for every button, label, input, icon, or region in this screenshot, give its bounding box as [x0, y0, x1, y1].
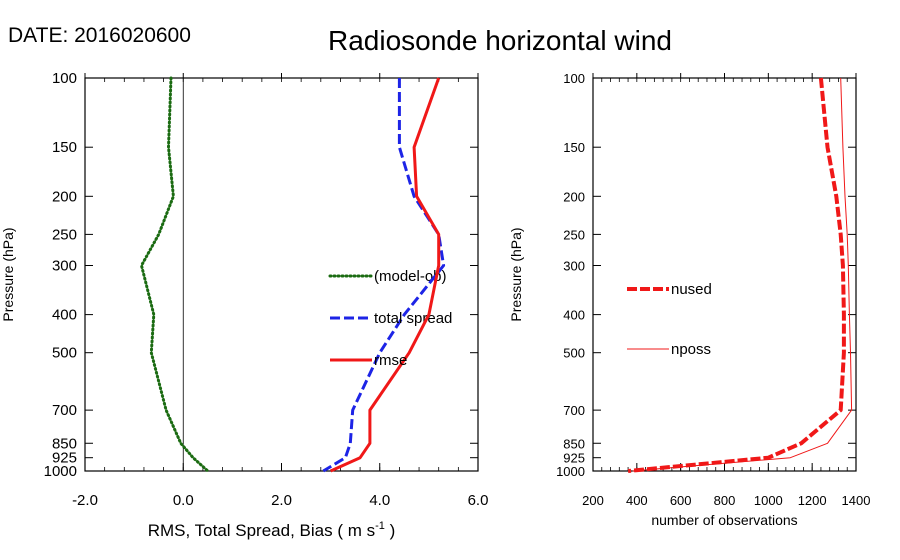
y-tick-label: 700 — [52, 402, 77, 419]
x-tick-label: 800 — [714, 493, 736, 508]
x-tick-label: 1200 — [798, 493, 827, 508]
x-tick-label: 1000 — [754, 493, 783, 508]
y-tick-label: 250 — [52, 226, 77, 243]
y-tick-label: 200 — [563, 189, 585, 204]
y-tick-label: 400 — [52, 307, 77, 324]
chart-title: Radiosonde horizontal wind — [328, 25, 672, 56]
plot-frame — [592, 77, 857, 472]
x-tick-label: 1400 — [842, 493, 871, 508]
legend-label: nposs — [671, 341, 711, 358]
y-tick-label: 1000 — [556, 464, 585, 479]
y-tick-label: 400 — [563, 308, 585, 323]
y-tick-label: 300 — [563, 259, 585, 274]
y-tick-label: 200 — [52, 188, 77, 205]
y-tick-label: 925 — [563, 451, 585, 466]
y-tick-label: 250 — [563, 227, 585, 242]
legend-label: nused — [671, 281, 712, 298]
y-axis-label: Pressure (hPa) — [508, 227, 524, 321]
series-total-spread — [322, 78, 446, 473]
y-tick-label: 850 — [52, 435, 77, 452]
x-tick-label: 6.0 — [468, 492, 489, 509]
y-tick-label: 100 — [563, 71, 585, 86]
y-tick-label: 500 — [52, 345, 77, 362]
date-label: DATE: 2016020600 — [8, 24, 191, 47]
x-axis-label: number of observations — [651, 512, 797, 528]
y-axis-label: Pressure (hPa) — [0, 227, 16, 321]
x-tick-label: 200 — [582, 493, 604, 508]
y-tick-label: 500 — [563, 346, 585, 361]
x-tick-label: 2.0 — [271, 492, 292, 509]
y-tick-label: 100 — [52, 70, 77, 87]
legend-label: (model-ob) — [374, 268, 447, 285]
y-tick-label: 925 — [52, 450, 77, 467]
legend-label: total spread — [374, 310, 452, 327]
legend-label: rmse — [374, 352, 407, 369]
x-axis-label: RMS, Total Spread, Bias ( m s-1 ) — [148, 520, 396, 540]
y-tick-label: 300 — [52, 258, 77, 275]
series-rmse — [329, 77, 441, 473]
y-tick-label: 1000 — [44, 463, 77, 480]
y-tick-label: 850 — [563, 436, 585, 451]
y-tick-label: 150 — [52, 139, 77, 156]
x-tick-label: 600 — [670, 493, 692, 508]
y-tick-label: 150 — [563, 140, 585, 155]
x-tick-label: 400 — [626, 493, 648, 508]
series-nposs — [632, 77, 853, 472]
series-model-ob — [140, 76, 210, 473]
series-nused — [627, 77, 846, 473]
y-tick-label: 700 — [563, 403, 585, 418]
x-tick-label: 0.0 — [173, 492, 194, 509]
x-tick-label: -2.0 — [72, 492, 98, 509]
x-tick-label: 4.0 — [369, 492, 390, 509]
